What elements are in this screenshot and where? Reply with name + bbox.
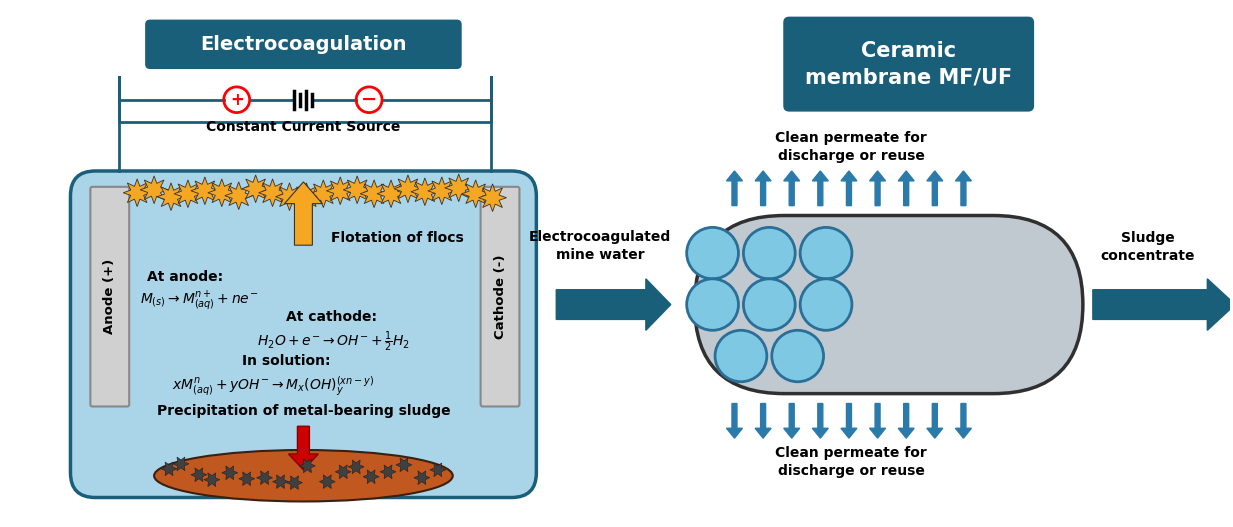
Polygon shape xyxy=(203,473,219,486)
Polygon shape xyxy=(272,475,289,489)
Polygon shape xyxy=(141,176,168,203)
Polygon shape xyxy=(396,458,412,472)
FancyBboxPatch shape xyxy=(100,27,507,176)
Circle shape xyxy=(772,330,824,382)
Text: −: − xyxy=(361,90,377,109)
FancyArrow shape xyxy=(289,426,318,470)
FancyBboxPatch shape xyxy=(694,216,1083,394)
Polygon shape xyxy=(395,175,422,203)
Polygon shape xyxy=(208,179,236,207)
Polygon shape xyxy=(259,179,286,207)
Polygon shape xyxy=(157,183,185,211)
Polygon shape xyxy=(411,178,439,206)
FancyArrow shape xyxy=(285,182,322,245)
Text: +: + xyxy=(229,91,244,109)
FancyArrow shape xyxy=(869,404,885,438)
Polygon shape xyxy=(377,180,404,208)
Text: Cathode (-): Cathode (-) xyxy=(493,255,507,339)
Polygon shape xyxy=(222,466,238,480)
FancyArrow shape xyxy=(956,171,972,206)
Circle shape xyxy=(743,279,795,330)
Polygon shape xyxy=(292,183,321,211)
Polygon shape xyxy=(360,180,388,208)
FancyArrow shape xyxy=(956,404,972,438)
Polygon shape xyxy=(327,177,354,204)
Text: At cathode:: At cathode: xyxy=(286,309,377,324)
Polygon shape xyxy=(414,471,430,484)
Circle shape xyxy=(800,227,852,279)
Polygon shape xyxy=(309,180,338,208)
Polygon shape xyxy=(224,182,253,210)
Circle shape xyxy=(687,279,739,330)
Text: Precipitation of metal-bearing sludge: Precipitation of metal-bearing sludge xyxy=(157,404,450,417)
FancyBboxPatch shape xyxy=(145,19,461,69)
FancyArrow shape xyxy=(755,171,771,206)
Polygon shape xyxy=(343,176,371,203)
Polygon shape xyxy=(239,472,255,485)
FancyArrow shape xyxy=(813,171,829,206)
Polygon shape xyxy=(445,174,472,202)
Polygon shape xyxy=(286,476,302,490)
FancyBboxPatch shape xyxy=(70,171,536,497)
FancyArrow shape xyxy=(869,171,885,206)
Text: Ceramic
membrane MF/UF: Ceramic membrane MF/UF xyxy=(805,41,1012,87)
Polygon shape xyxy=(162,462,178,476)
FancyBboxPatch shape xyxy=(90,187,129,406)
FancyArrow shape xyxy=(755,404,771,438)
FancyBboxPatch shape xyxy=(783,17,1034,112)
Polygon shape xyxy=(380,465,396,479)
FancyArrow shape xyxy=(726,404,742,438)
Text: Clean permeate for
discharge or reuse: Clean permeate for discharge or reuse xyxy=(776,131,927,163)
Circle shape xyxy=(687,227,739,279)
FancyArrow shape xyxy=(927,171,943,206)
Text: $H_2O + e^{-} \rightarrow OH^{-} + \frac{1}{2}H_2$: $H_2O + e^{-} \rightarrow OH^{-} + \frac… xyxy=(256,329,409,354)
FancyArrow shape xyxy=(927,404,943,438)
Polygon shape xyxy=(256,471,272,484)
Text: Anode (+): Anode (+) xyxy=(104,259,116,334)
FancyArrow shape xyxy=(726,171,742,206)
Polygon shape xyxy=(348,460,364,474)
FancyArrow shape xyxy=(813,404,829,438)
Ellipse shape xyxy=(154,450,453,502)
Circle shape xyxy=(715,330,767,382)
Text: Constant Current Source: Constant Current Source xyxy=(206,120,401,133)
FancyArrow shape xyxy=(898,171,914,206)
Polygon shape xyxy=(275,183,303,211)
FancyBboxPatch shape xyxy=(481,187,519,406)
Text: $M_{(s)} \rightarrow M^{n+}_{(aq)} + ne^{-}$: $M_{(s)} \rightarrow M^{n+}_{(aq)} + ne^… xyxy=(141,290,259,313)
Polygon shape xyxy=(174,180,202,208)
FancyArrow shape xyxy=(556,279,671,330)
Polygon shape xyxy=(428,177,456,204)
Circle shape xyxy=(800,279,852,330)
Text: $xM^{n}_{(aq)} + yOH^{-} \rightarrow M_x(OH)^{(xn-y)}_y$: $xM^{n}_{(aq)} + yOH^{-} \rightarrow M_x… xyxy=(173,374,375,398)
Polygon shape xyxy=(335,465,351,479)
FancyArrow shape xyxy=(841,404,857,438)
Text: Electrocoagulated
mine water: Electrocoagulated mine water xyxy=(529,230,671,262)
Text: Clean permeate for
discharge or reuse: Clean permeate for discharge or reuse xyxy=(776,446,927,479)
Text: Sludge
concentrate: Sludge concentrate xyxy=(1100,231,1195,263)
Polygon shape xyxy=(478,184,507,211)
Polygon shape xyxy=(191,468,207,482)
Text: Flotation of flocs: Flotation of flocs xyxy=(332,231,464,245)
Polygon shape xyxy=(191,177,218,204)
Polygon shape xyxy=(430,463,446,476)
Polygon shape xyxy=(364,470,379,484)
Polygon shape xyxy=(300,459,316,473)
FancyArrow shape xyxy=(898,404,914,438)
Polygon shape xyxy=(461,180,490,208)
Text: At anode:: At anode: xyxy=(147,270,223,284)
FancyArrow shape xyxy=(841,171,857,206)
Circle shape xyxy=(743,227,795,279)
Polygon shape xyxy=(173,457,189,471)
FancyArrow shape xyxy=(1092,279,1233,330)
Polygon shape xyxy=(319,475,335,489)
FancyArrow shape xyxy=(784,404,800,438)
Text: In solution:: In solution: xyxy=(242,354,330,368)
Text: Electrocoagulation: Electrocoagulation xyxy=(200,35,407,54)
FancyArrow shape xyxy=(784,171,800,206)
Polygon shape xyxy=(242,175,270,203)
Polygon shape xyxy=(123,179,152,207)
